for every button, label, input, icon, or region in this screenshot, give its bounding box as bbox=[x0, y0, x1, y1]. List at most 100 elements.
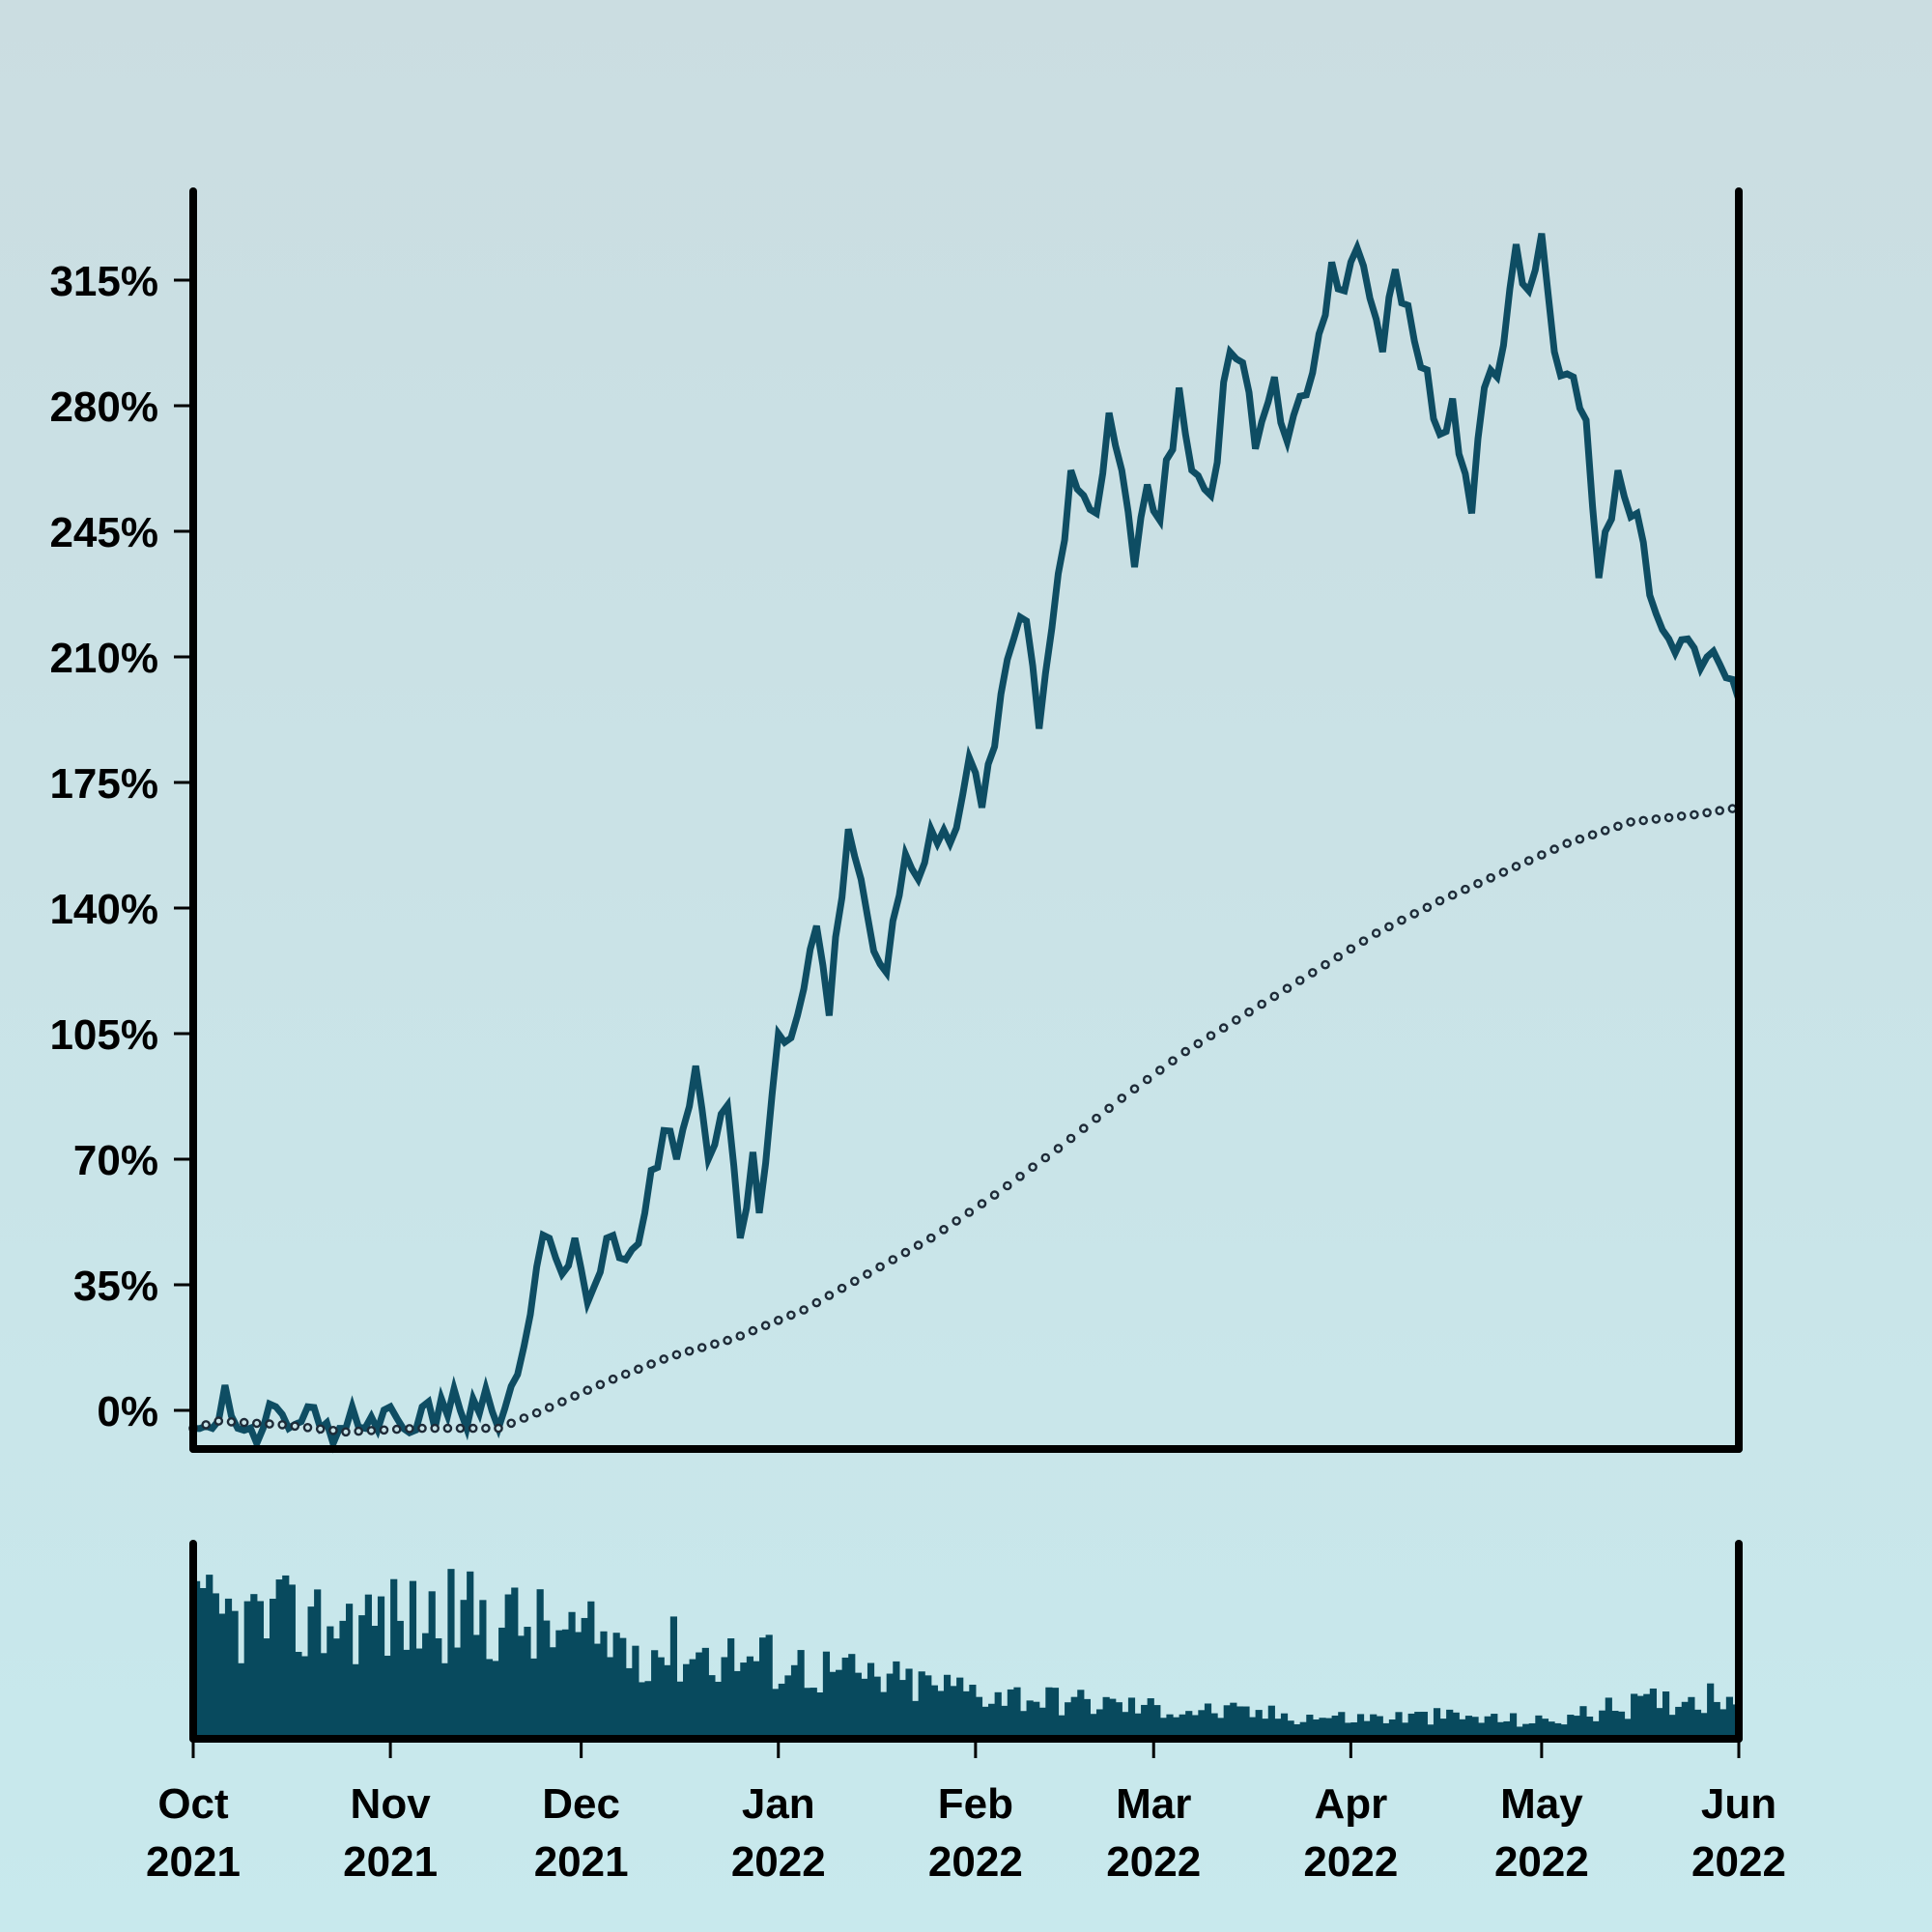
volume-bar bbox=[612, 1633, 620, 1739]
volume-bar bbox=[1319, 1718, 1326, 1739]
moving-average-dot bbox=[1015, 1172, 1025, 1181]
volume-bar bbox=[861, 1678, 868, 1739]
moving-average-dot bbox=[774, 1316, 783, 1325]
moving-average-dot bbox=[671, 1350, 682, 1360]
volume-bar bbox=[1554, 1722, 1562, 1739]
moving-average-dot bbox=[811, 1297, 822, 1308]
volume-bar bbox=[536, 1589, 544, 1739]
x-tick-month: Jun bbox=[1701, 1780, 1776, 1828]
volume-bar bbox=[753, 1661, 760, 1739]
moving-average-dot bbox=[620, 1369, 631, 1379]
volume-bar bbox=[657, 1657, 665, 1739]
moving-average-dot bbox=[442, 1423, 453, 1434]
volume-bar bbox=[415, 1648, 423, 1739]
volume-bar bbox=[543, 1620, 551, 1739]
volume-bar bbox=[1548, 1721, 1555, 1739]
volume-bar bbox=[511, 1587, 519, 1739]
volume-bar bbox=[1102, 1696, 1110, 1739]
moving-average-dot bbox=[1587, 830, 1598, 840]
moving-average-dot bbox=[888, 1255, 898, 1264]
volume-bar bbox=[930, 1685, 938, 1739]
volume-bar bbox=[708, 1675, 716, 1739]
moving-average-dot bbox=[1053, 1144, 1064, 1153]
volume-bar bbox=[1166, 1714, 1174, 1739]
volume-bar bbox=[765, 1634, 773, 1739]
moving-average-dot bbox=[1690, 810, 1699, 820]
moving-average-dot bbox=[1168, 1056, 1178, 1065]
x-tick-year: 2021 bbox=[343, 1838, 438, 1886]
volume-bar bbox=[300, 1656, 309, 1739]
volume-bar bbox=[1649, 1688, 1657, 1739]
volume-bar bbox=[593, 1643, 601, 1739]
moving-average-dot bbox=[1104, 1103, 1114, 1114]
volume-bar bbox=[822, 1651, 831, 1739]
volume-bar bbox=[1605, 1697, 1612, 1739]
volume-bar bbox=[1611, 1711, 1619, 1739]
x-tick-year: 2022 bbox=[1303, 1838, 1398, 1886]
volume-bar bbox=[224, 1598, 233, 1739]
volume-bar bbox=[472, 1634, 480, 1739]
volume-bar bbox=[1407, 1713, 1415, 1739]
volume-bar bbox=[307, 1606, 315, 1739]
volume-bar bbox=[1141, 1704, 1149, 1739]
volume-bar bbox=[479, 1600, 487, 1739]
moving-average-dot bbox=[1371, 928, 1381, 938]
volume-bar bbox=[587, 1601, 595, 1739]
moving-average-dot bbox=[1549, 844, 1559, 854]
moving-average-dot bbox=[1600, 826, 1610, 836]
volume-bar bbox=[1172, 1717, 1180, 1739]
volume-bar bbox=[1077, 1690, 1085, 1739]
volume-bar bbox=[733, 1670, 741, 1739]
volume-bar bbox=[275, 1579, 283, 1739]
volume-bar bbox=[1045, 1687, 1053, 1739]
volume-bar bbox=[1312, 1719, 1321, 1739]
volume-bar bbox=[238, 1662, 245, 1739]
volume-bar bbox=[1656, 1708, 1663, 1739]
moving-average-dot bbox=[1092, 1113, 1101, 1123]
volume-bar bbox=[1496, 1721, 1504, 1739]
moving-average-dot bbox=[239, 1417, 249, 1428]
volume-bar bbox=[1617, 1711, 1626, 1739]
y-tick-label: 70% bbox=[73, 1137, 158, 1184]
volume-bar bbox=[1230, 1702, 1237, 1739]
volume-bar bbox=[320, 1653, 327, 1739]
volume-bar bbox=[1636, 1695, 1644, 1739]
volume-bar bbox=[924, 1675, 932, 1739]
volume-bar bbox=[905, 1668, 913, 1739]
volume-bar bbox=[1707, 1683, 1715, 1739]
volume-bar bbox=[918, 1671, 925, 1739]
moving-average-dot bbox=[1206, 1031, 1216, 1040]
moving-average-dot bbox=[696, 1343, 707, 1352]
volume-bar bbox=[937, 1690, 945, 1739]
x-tick-month: Oct bbox=[157, 1780, 229, 1828]
volume-bar bbox=[1274, 1719, 1282, 1739]
moving-average-dot bbox=[977, 1199, 987, 1208]
moving-average-dot bbox=[634, 1364, 643, 1375]
volume-bar bbox=[314, 1589, 322, 1739]
volume-bar bbox=[1153, 1705, 1161, 1739]
volume-bar bbox=[1420, 1712, 1428, 1739]
volume-bar bbox=[1127, 1697, 1136, 1739]
volume-bar bbox=[1255, 1710, 1263, 1739]
volume-bar bbox=[1573, 1716, 1580, 1739]
volume-bar bbox=[492, 1661, 499, 1739]
moving-average-dot bbox=[1333, 952, 1343, 962]
volume-bar bbox=[1198, 1710, 1206, 1739]
volume-bar bbox=[689, 1659, 696, 1739]
volume-bar bbox=[1306, 1715, 1314, 1739]
moving-average-dot bbox=[213, 1416, 224, 1426]
moving-average-dot bbox=[1473, 878, 1483, 889]
volume-bar bbox=[358, 1615, 366, 1739]
volume-bar bbox=[295, 1652, 302, 1739]
volume-bar bbox=[600, 1631, 608, 1739]
volume-bar bbox=[1325, 1718, 1333, 1739]
volume-bar bbox=[988, 1703, 996, 1739]
volume-bar bbox=[1414, 1712, 1422, 1739]
volume-bar bbox=[561, 1629, 570, 1739]
volume-bar bbox=[1299, 1721, 1307, 1739]
x-tick-month: Jan bbox=[742, 1780, 815, 1828]
volume-bar bbox=[1700, 1713, 1708, 1739]
moving-average-dot bbox=[481, 1423, 491, 1434]
volume-bar bbox=[396, 1620, 404, 1739]
volume-bar bbox=[1464, 1716, 1473, 1739]
